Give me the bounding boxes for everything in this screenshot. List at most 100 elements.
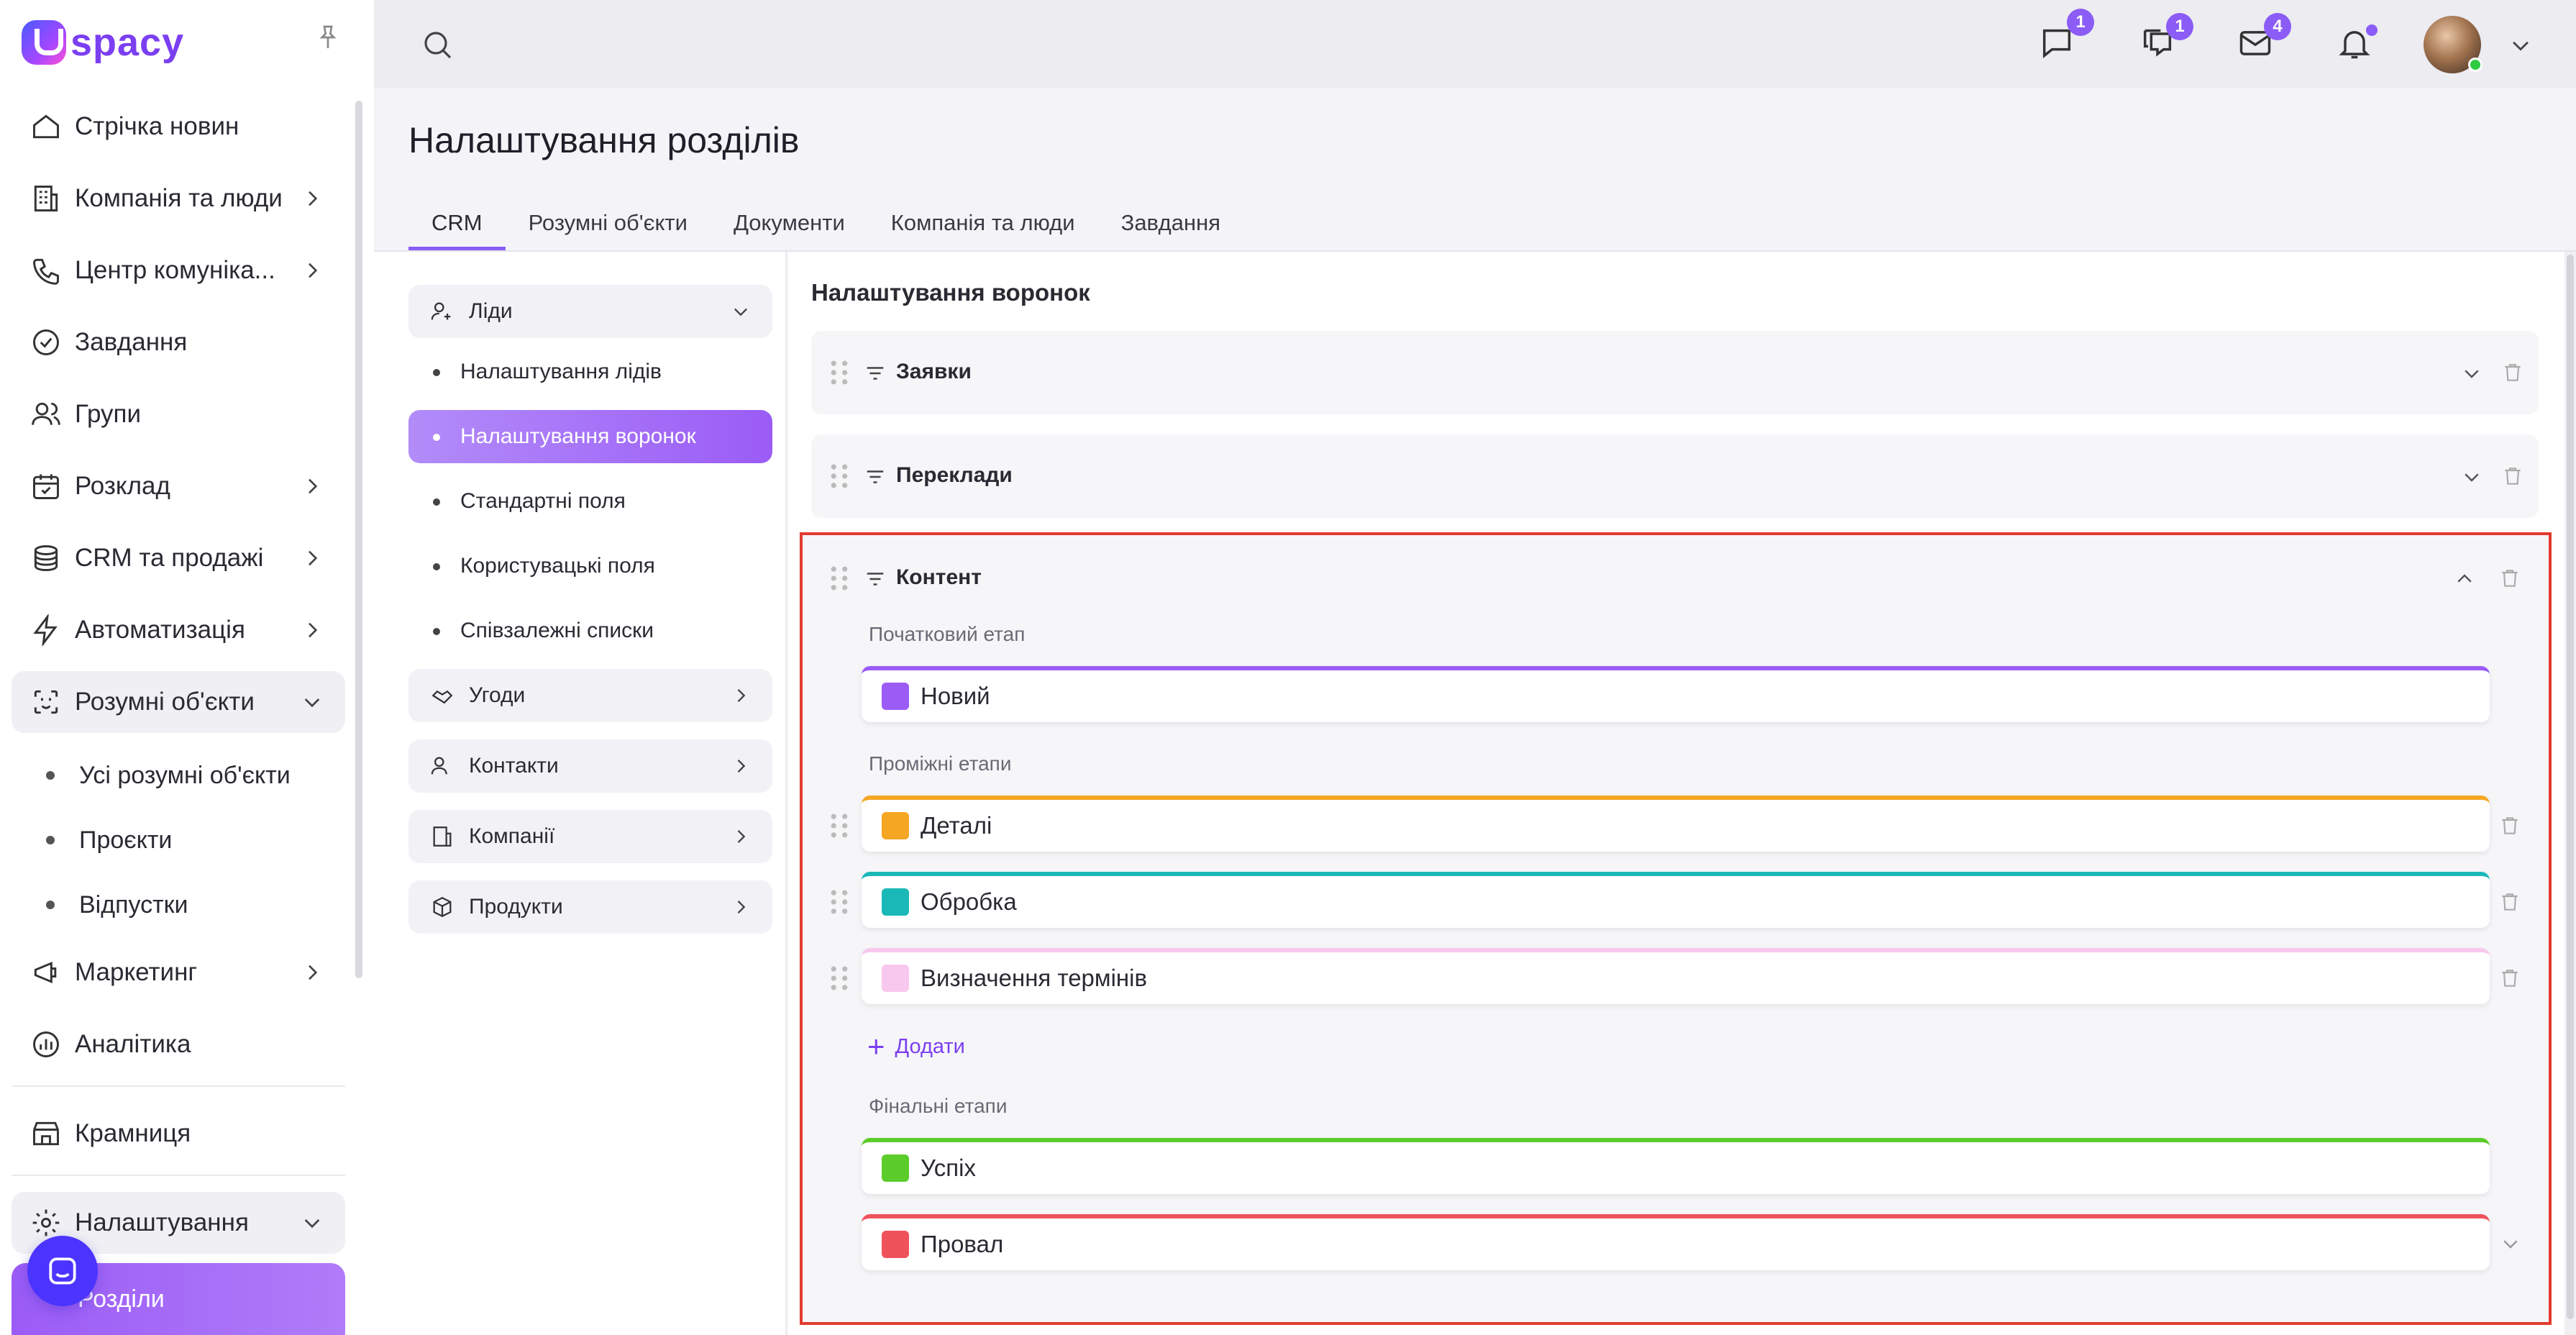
drag-handle-icon[interactable] <box>830 813 849 839</box>
chevron-down-icon[interactable] <box>2500 1233 2521 1254</box>
sidebar-item-smart-objects[interactable]: Розумні об'єкти <box>12 671 345 733</box>
sub-custom-fields[interactable]: Користувацькі поля <box>408 539 772 593</box>
sub-dependent-lists[interactable]: Співзалежні списки <box>408 604 772 657</box>
sidebar-item-label: Маркетинг <box>75 958 198 986</box>
sidebar-item-label: Центр комуніка... <box>75 256 275 284</box>
stage-color-swatch[interactable] <box>882 965 909 992</box>
stage-color-swatch[interactable] <box>882 812 909 839</box>
page-title: Налаштування розділів <box>408 120 800 160</box>
stage-initial[interactable]: Новий <box>862 666 2490 722</box>
sidebar-item-automation[interactable]: Автоматизація <box>12 599 345 661</box>
sidebar-divider <box>12 1085 345 1087</box>
drag-handle-icon[interactable] <box>830 965 849 991</box>
chevron-down-icon[interactable] <box>2461 363 2483 384</box>
sidebar-item-label: Розклад <box>75 472 170 500</box>
chevron-down-icon[interactable] <box>2508 33 2533 58</box>
sidebar-item-store[interactable]: Крамниця <box>12 1103 345 1165</box>
trash-icon[interactable] <box>2501 463 2524 489</box>
tab-documents[interactable]: Документи <box>733 210 845 235</box>
group-companies[interactable]: Компанії <box>408 810 772 863</box>
logo-mark-icon <box>22 20 66 65</box>
funnel-row[interactable]: Заявки <box>811 331 2539 414</box>
stage-color-swatch[interactable] <box>882 683 909 710</box>
sidebar-menu: Стрічка новин Компанія та люди Центр ком… <box>12 96 345 1264</box>
funnel-row[interactable]: Переклади <box>811 434 2539 518</box>
stage-name: Визначення термінів <box>921 965 1148 991</box>
stage-color-swatch[interactable] <box>882 888 909 916</box>
stage-middle[interactable]: Обробка <box>862 872 2490 928</box>
sidebar-item-analytics[interactable]: Аналітика <box>12 1013 345 1075</box>
drag-handle-icon[interactable] <box>830 463 849 489</box>
phone-icon <box>33 258 59 285</box>
support-chat-button[interactable] <box>27 1236 98 1306</box>
pin-icon[interactable] <box>314 23 342 52</box>
chevron-right-icon <box>737 689 746 702</box>
sidebar-item-groups[interactable]: Групи <box>12 383 345 445</box>
stage-final[interactable]: Успіх <box>862 1138 2490 1194</box>
chevron-down-icon[interactable] <box>2461 466 2483 488</box>
stage-color-swatch[interactable] <box>882 1231 909 1258</box>
group-products[interactable]: Продукти <box>408 880 772 934</box>
tab-tasks[interactable]: Завдання <box>1120 210 1221 235</box>
sidebar-item-marketing[interactable]: Маркетинг <box>12 942 345 1003</box>
drag-handle-icon[interactable] <box>830 889 849 915</box>
tab-company[interactable]: Компанія та люди <box>890 210 1075 235</box>
drag-handle-icon[interactable] <box>830 360 849 386</box>
coins-icon <box>34 545 58 571</box>
mail-icon[interactable] <box>2237 24 2274 62</box>
sidebar-item-tasks[interactable]: Завдання <box>12 311 345 373</box>
tab-crm[interactable]: CRM <box>408 206 506 250</box>
topbar <box>374 0 2576 88</box>
building-icon <box>34 186 58 211</box>
sidebar-item-news[interactable]: Стрічка новин <box>12 96 345 158</box>
group-leads[interactable]: Ліди <box>408 285 772 338</box>
group-label: Угоди <box>469 683 526 707</box>
notification-dot <box>2366 24 2378 36</box>
sidebar-subitem-all-smart[interactable]: Усі розумні об'єкти <box>12 743 345 808</box>
stage-color-swatch[interactable] <box>882 1154 909 1182</box>
trash-icon[interactable] <box>2498 565 2521 591</box>
sub-funnel-settings[interactable]: Налаштування воронок <box>408 410 772 463</box>
sidebar-subitem-vacations[interactable]: Відпустки <box>12 872 345 937</box>
bell-icon[interactable] <box>2336 24 2373 62</box>
search-icon[interactable] <box>420 27 455 62</box>
stage-name: Обробка <box>921 888 1017 915</box>
group-label: Контакти <box>469 754 559 778</box>
sidebar-item-label: Крамниця <box>75 1119 191 1147</box>
sidebar-item-company[interactable]: Компанія та люди <box>12 168 345 229</box>
sub-standard-fields[interactable]: Стандартні поля <box>408 475 772 528</box>
chevron-up-icon[interactable] <box>2454 568 2475 590</box>
section-title: Налаштування воронок <box>811 279 1090 306</box>
logo[interactable]: spacy <box>22 17 184 68</box>
sub-leads-settings[interactable]: Налаштування лідів <box>408 345 772 398</box>
sidebar-item-communication[interactable]: Центр комуніка... <box>12 240 345 301</box>
group-contacts[interactable]: Контакти <box>408 739 772 793</box>
sidebar-divider <box>12 1175 345 1176</box>
sidebar-item-crm[interactable]: CRM та продажі <box>12 527 345 589</box>
sidebar-item-schedule[interactable]: Розклад <box>12 455 345 517</box>
trash-icon[interactable] <box>2498 889 2521 915</box>
tab-smart-objects[interactable]: Розумні об'єкти <box>528 210 688 235</box>
chevron-right-icon <box>737 830 746 843</box>
stage-final[interactable]: Провал <box>862 1214 2490 1270</box>
sidebar-scrollbar[interactable] <box>355 101 362 978</box>
funnel-name: Переклади <box>896 463 1013 487</box>
sidebar-item-label: Стрічка новин <box>75 112 239 140</box>
sidebar-subitem-projects[interactable]: Проєкти <box>12 808 345 872</box>
chat-icon[interactable] <box>2038 24 2075 62</box>
group-deals[interactable]: Угоди <box>408 669 772 722</box>
highlight-frame <box>800 532 2552 1325</box>
trash-icon[interactable] <box>2501 360 2524 386</box>
filter-icon <box>867 470 884 483</box>
sidebar-item-label: Завдання <box>75 328 188 356</box>
stage-middle[interactable]: Визначення термінів <box>862 948 2490 1004</box>
handshake-icon <box>431 690 453 704</box>
stage-middle[interactable]: Деталі <box>862 796 2490 852</box>
trash-icon[interactable] <box>2498 965 2521 991</box>
sidebar-item-label: Компанія та люди <box>75 184 283 212</box>
trash-icon[interactable] <box>2498 813 2521 839</box>
drag-handle-icon[interactable] <box>830 565 849 591</box>
main-scrollbar[interactable] <box>2564 252 2576 1335</box>
sidebar-item-label: Групи <box>75 400 142 428</box>
add-stage-button[interactable]: + Додати <box>867 1031 965 1062</box>
